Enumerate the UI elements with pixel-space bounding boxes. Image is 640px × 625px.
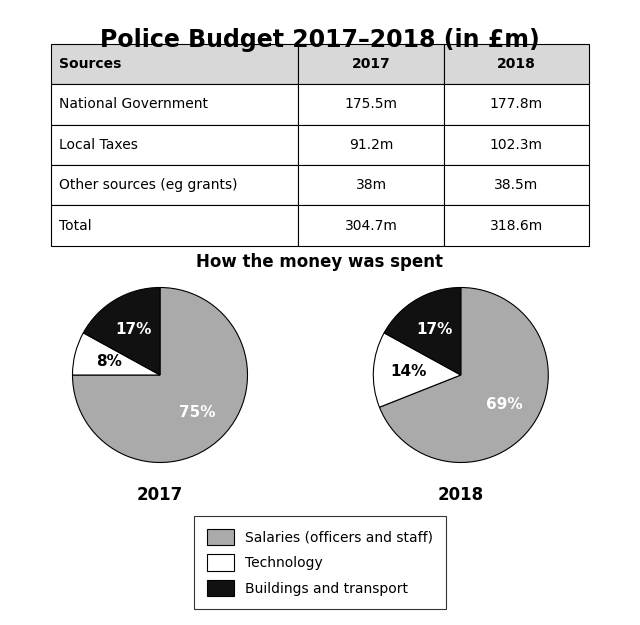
Text: 14%: 14% (390, 364, 427, 379)
Text: National Government: National Government (59, 98, 208, 111)
Text: 2018: 2018 (497, 57, 536, 71)
Wedge shape (72, 288, 248, 462)
Text: Local Taxes: Local Taxes (59, 138, 138, 152)
Text: 38m: 38m (355, 178, 387, 192)
Text: 175.5m: 175.5m (344, 98, 397, 111)
Bar (298, 165, 444, 206)
Text: 2017: 2017 (352, 57, 390, 71)
Bar (51, 44, 298, 84)
Text: 17%: 17% (416, 322, 452, 338)
Bar (444, 206, 589, 246)
Bar (444, 165, 589, 206)
Text: How the money was spent: How the money was spent (196, 253, 444, 271)
Bar (51, 124, 298, 165)
Text: 8%: 8% (96, 354, 122, 369)
Bar (51, 165, 298, 206)
Text: Total: Total (59, 219, 92, 232)
Bar (51, 84, 298, 124)
Text: Other sources (eg grants): Other sources (eg grants) (59, 178, 237, 192)
Bar (444, 124, 589, 165)
Bar (298, 84, 444, 124)
Wedge shape (380, 288, 548, 462)
Bar (298, 206, 444, 246)
Bar (444, 44, 589, 84)
Text: 102.3m: 102.3m (490, 138, 543, 152)
Text: Sources: Sources (59, 57, 121, 71)
Text: 2017: 2017 (137, 486, 183, 504)
Text: 2018: 2018 (438, 486, 484, 504)
Text: 69%: 69% (486, 397, 522, 412)
Text: Police Budget 2017–2018 (in £m): Police Budget 2017–2018 (in £m) (100, 28, 540, 52)
Bar (444, 84, 589, 124)
Bar (298, 124, 444, 165)
Wedge shape (83, 288, 160, 375)
Text: 75%: 75% (179, 404, 216, 419)
Bar (298, 44, 444, 84)
Wedge shape (72, 333, 160, 375)
Text: 318.6m: 318.6m (490, 219, 543, 232)
Text: 38.5m: 38.5m (494, 178, 538, 192)
Legend: Salaries (officers and staff), Technology, Buildings and transport: Salaries (officers and staff), Technolog… (194, 516, 446, 609)
Text: 17%: 17% (115, 322, 152, 338)
Bar (51, 206, 298, 246)
Text: 304.7m: 304.7m (344, 219, 397, 232)
Text: 91.2m: 91.2m (349, 138, 393, 152)
Text: 177.8m: 177.8m (490, 98, 543, 111)
Wedge shape (384, 288, 461, 375)
Wedge shape (373, 333, 461, 408)
